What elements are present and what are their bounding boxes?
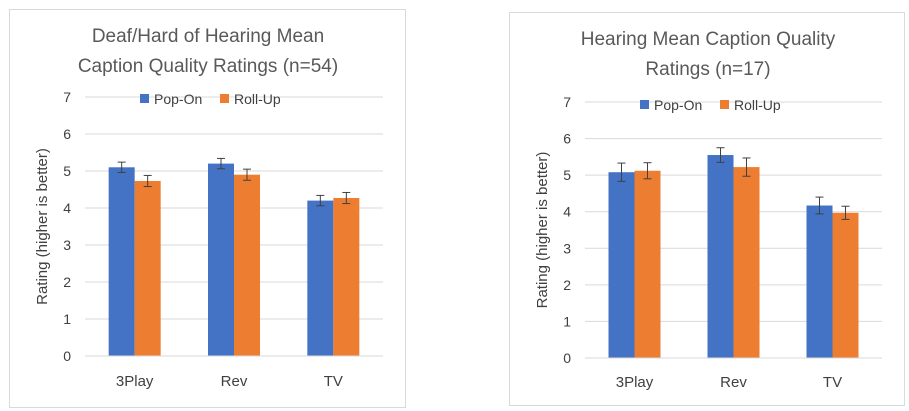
y-tick-label: 6 (563, 131, 571, 147)
chart-panel-hearing: Hearing Mean Caption Quality Ratings (n=1… (509, 12, 905, 406)
bar-roll-up-rev (234, 174, 260, 356)
x-category-label: TV (324, 373, 343, 390)
x-category-label: 3Play (616, 374, 654, 391)
y-tick-label: 5 (63, 163, 71, 179)
y-tick-label: 0 (63, 348, 71, 364)
y-tick-label: 7 (563, 94, 571, 110)
legend-swatch (640, 100, 649, 109)
y-tick-label: 3 (563, 240, 571, 256)
y-tick-label: 4 (563, 204, 571, 220)
bar-roll-up-3play (634, 170, 661, 358)
legend-swatch (140, 94, 149, 103)
y-axis-title: Rating (higher is better) (534, 152, 551, 309)
chart-deaf-hoh: Deaf/Hard of Hearing Mean Caption Quality… (34, 26, 383, 390)
bar-pop-on-3play (108, 167, 135, 356)
chart-panel-deaf-hoh: Deaf/Hard of Hearing Mean Caption Quality… (9, 9, 406, 408)
chart-title-line: Ratings (n=17) (645, 59, 770, 80)
bar-pop-on-tv (307, 200, 334, 356)
x-category-label: 3Play (116, 373, 154, 390)
bar-roll-up-tv (832, 212, 859, 358)
y-axis-title: Rating (higher is better) (34, 148, 51, 305)
chart-title-line: Caption Quality Ratings (n=54) (78, 56, 338, 77)
x-category-label: Rev (720, 374, 747, 391)
y-tick-label: 0 (563, 350, 571, 366)
legend-label: Pop-On (154, 91, 202, 107)
bar-roll-up-3play (134, 180, 161, 356)
x-category-label: TV (823, 374, 842, 391)
y-tick-label: 4 (63, 200, 71, 216)
y-tick-label: 1 (563, 313, 571, 329)
legend-label: Roll-Up (234, 91, 281, 107)
bar-pop-on-tv (806, 205, 833, 358)
y-tick-label: 5 (563, 167, 571, 183)
y-tick-label: 2 (563, 277, 571, 293)
bar-pop-on-rev (208, 163, 234, 356)
y-tick-label: 3 (63, 237, 71, 253)
y-tick-label: 6 (63, 126, 71, 142)
bar-roll-up-tv (333, 198, 360, 356)
legend-swatch (220, 94, 229, 103)
x-category-label: Rev (221, 373, 248, 390)
legend-label: Roll-Up (734, 97, 781, 113)
bar-pop-on-3play (608, 172, 635, 358)
legend-label: Pop-On (654, 97, 702, 113)
chart-title-line: Hearing Mean Caption Quality (581, 29, 836, 50)
chart-title-line: Deaf/Hard of Hearing Mean (92, 26, 324, 47)
y-tick-label: 1 (63, 311, 71, 327)
y-tick-label: 2 (63, 274, 71, 290)
y-tick-label: 7 (63, 89, 71, 105)
chart-hearing: Hearing Mean Caption Quality Ratings (n=1… (534, 29, 882, 391)
legend-swatch (720, 100, 729, 109)
bar-pop-on-rev (707, 155, 734, 358)
bar-roll-up-rev (733, 167, 760, 358)
